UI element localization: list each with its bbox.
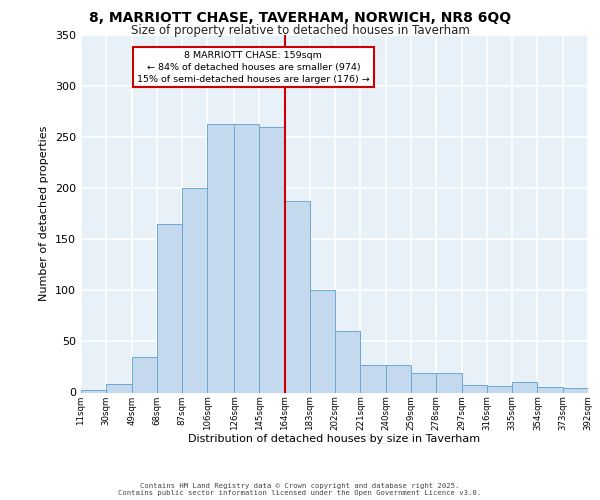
Bar: [335, 331, 361, 392]
Bar: [182, 188, 208, 392]
Bar: [538, 388, 563, 392]
Bar: [284, 202, 310, 392]
Bar: [208, 124, 234, 392]
Bar: [259, 127, 284, 392]
Bar: [234, 124, 259, 392]
X-axis label: Distribution of detached houses by size in Taverham: Distribution of detached houses by size …: [188, 434, 481, 444]
Bar: [512, 382, 538, 392]
Bar: [310, 290, 335, 392]
Text: 8 MARRIOTT CHASE: 159sqm
← 84% of detached houses are smaller (974)
15% of semi-: 8 MARRIOTT CHASE: 159sqm ← 84% of detach…: [137, 51, 370, 84]
Bar: [106, 384, 131, 392]
Text: 8, MARRIOTT CHASE, TAVERHAM, NORWICH, NR8 6QQ: 8, MARRIOTT CHASE, TAVERHAM, NORWICH, NR…: [89, 11, 511, 25]
Bar: [436, 373, 461, 392]
Text: Contains HM Land Registry data © Crown copyright and database right 2025.
Contai: Contains HM Land Registry data © Crown c…: [118, 483, 482, 496]
Bar: [563, 388, 588, 392]
Bar: [131, 357, 157, 392]
Bar: [386, 365, 411, 392]
Bar: [361, 365, 386, 392]
Text: Size of property relative to detached houses in Taverham: Size of property relative to detached ho…: [131, 24, 469, 37]
Bar: [461, 386, 487, 392]
Y-axis label: Number of detached properties: Number of detached properties: [40, 126, 49, 302]
Bar: [157, 224, 182, 392]
Bar: [81, 390, 106, 392]
Bar: [487, 386, 512, 392]
Bar: [411, 373, 436, 392]
